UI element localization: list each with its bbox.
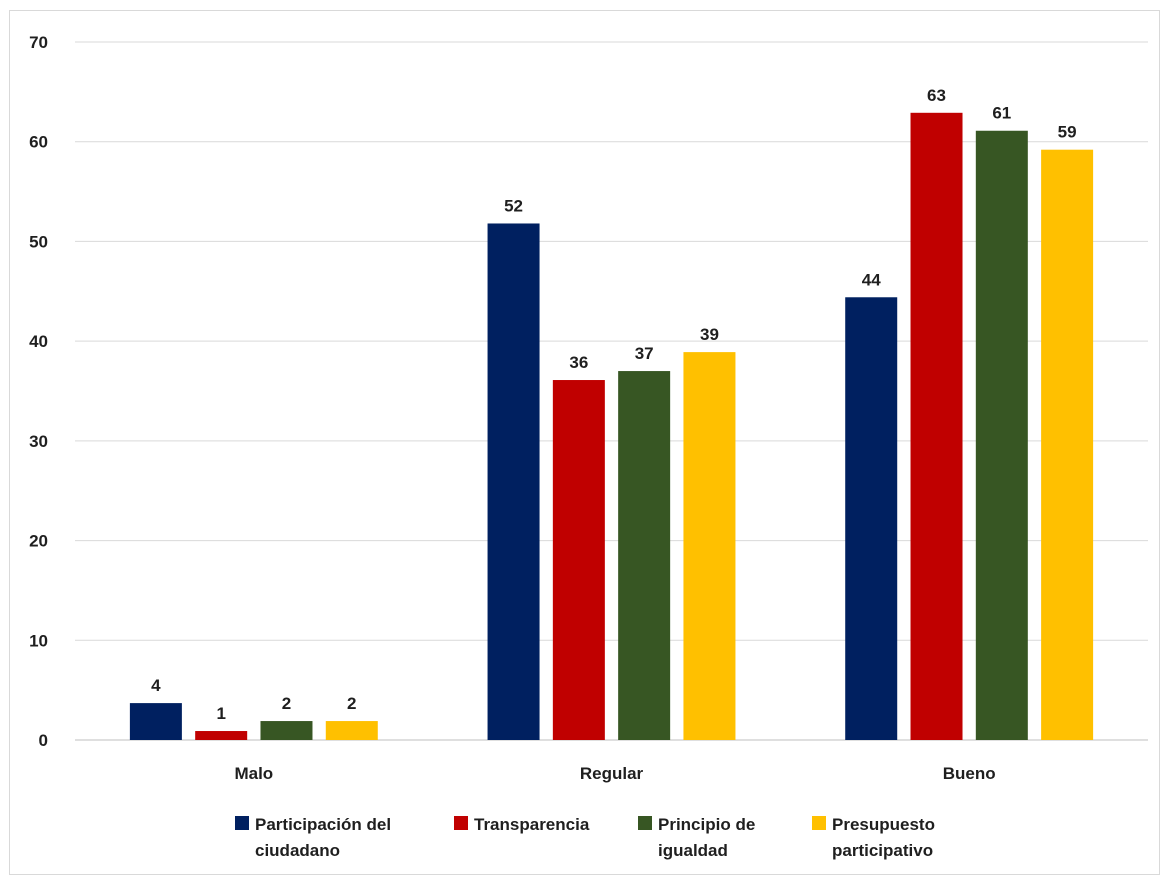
bar-malo-1 [129,703,182,740]
category-label-bueno: Bueno [943,764,996,783]
data-label-malo-2: 1 [216,704,225,723]
y-tick-label-60: 60 [29,133,48,152]
category-label-malo: Malo [234,764,273,783]
legend-label-igualdad: Principio de igualdad [658,815,756,860]
data-label-regular-4: 39 [700,325,719,344]
bar-regular-1 [487,223,540,741]
legend-item-igualdad: Principio de igualdad [638,812,788,864]
legend-swatch-presupuesto [812,816,826,830]
bar-regular-4 [683,352,736,740]
legend-item-presupuesto: Presupuesto participativo [812,812,972,864]
y-tick-label-50: 50 [29,232,48,251]
bar-regular-2 [552,380,605,740]
legend-item-participacion: Participación del ciudadano [235,812,430,864]
gridlines [75,41,1148,741]
legend-swatch-transparencia [454,816,468,830]
bar-malo-3 [260,721,313,740]
data-label-regular-1: 52 [504,196,523,215]
data-label-bueno-2: 63 [927,86,946,105]
legend-label-participacion: Participación del ciudadano [255,815,392,860]
y-tick-label-40: 40 [29,332,48,351]
data-label-malo-1: 4 [151,676,161,695]
bar-malo-2 [195,731,248,740]
y-tick-label-20: 20 [29,532,48,551]
y-tick-label-10: 10 [29,631,48,650]
y-axis-ticks: 0 10 20 30 40 50 60 70 [29,33,48,750]
legend-label-presupuesto: Presupuesto participativo [832,815,935,860]
bar-bueno-2 [910,112,963,741]
bar-bueno-1 [845,297,898,740]
data-label-bueno-3: 61 [992,104,1011,123]
legend-label-transparencia: Transparencia [474,815,590,834]
category-label-regular: Regular [580,764,644,783]
data-label-malo-4: 2 [347,694,356,713]
legend: Participación del ciudadano Transparenci… [235,812,996,864]
bars [129,112,1094,741]
data-label-bueno-4: 59 [1058,123,1077,142]
legend-item-transparencia: Transparencia [454,812,614,838]
x-axis-categories: Malo Regular Bueno [234,764,995,783]
bar-bueno-3 [975,130,1028,740]
bar-regular-3 [618,371,671,740]
bar-malo-4 [325,721,378,740]
data-label-regular-3: 37 [635,344,654,363]
y-tick-label-30: 30 [29,432,48,451]
y-tick-label-0: 0 [39,731,48,750]
data-labels: 4 1 2 2 52 36 37 39 44 63 61 59 [151,86,1076,723]
y-tick-label-70: 70 [29,33,48,52]
legend-swatch-participacion [235,816,249,830]
data-label-malo-3: 2 [282,694,291,713]
legend-swatch-igualdad [638,816,652,830]
bar-bueno-4 [1041,149,1094,741]
data-label-regular-2: 36 [569,353,588,372]
data-label-bueno-1: 44 [862,270,881,289]
